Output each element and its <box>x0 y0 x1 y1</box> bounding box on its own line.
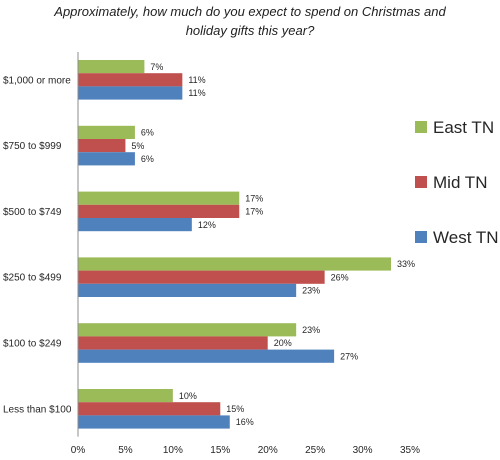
data-label: 5% <box>131 141 144 151</box>
legend-swatch-mid-tn <box>415 176 427 188</box>
bar-mid-tn-4 <box>78 336 268 350</box>
labels-layer: 7% 11% 11% $1,000 or more 6% 5% 6% $750 to $999… <box>3 62 415 427</box>
chart-title: Approximately, how much do you expect to… <box>0 2 500 40</box>
data-label: 27% <box>340 351 358 361</box>
bar-mid-tn-3 <box>78 270 325 284</box>
data-label: 20% <box>274 338 292 348</box>
bars-layer <box>78 60 392 429</box>
data-label: 15% <box>226 404 244 414</box>
bar-west-tn-3 <box>78 283 297 297</box>
bar-west-tn-4 <box>78 349 335 363</box>
bar-mid-tn-1 <box>78 139 126 153</box>
data-label: 11% <box>188 88 205 98</box>
x-tick-label: 20% <box>258 445 278 456</box>
bar-west-tn-0 <box>78 86 183 100</box>
data-label: 26% <box>331 272 349 282</box>
bar-mid-tn-0 <box>78 73 183 87</box>
chart-title-line-2: holiday gifts this year? <box>185 23 315 38</box>
bar-west-tn-2 <box>78 218 192 232</box>
data-label: 16% <box>236 417 254 427</box>
data-label: 10% <box>179 391 197 401</box>
bar-east-tn-0 <box>78 60 145 74</box>
x-tick-label: 35% <box>400 445 420 456</box>
x-tick-label: 10% <box>163 445 183 456</box>
data-label: 6% <box>141 128 154 138</box>
legend-swatch-west-tn <box>415 231 427 243</box>
legend-label: East TN <box>433 118 494 137</box>
bar-east-tn-1 <box>78 125 135 139</box>
data-label: 11% <box>188 75 205 85</box>
x-axis: 0% 5% 10% 15% 20% 25% 30% 35% <box>71 52 420 456</box>
bar-west-tn-5 <box>78 415 230 429</box>
category-label: $100 to $249 <box>3 339 62 350</box>
category-label: $1,000 or more <box>3 75 71 86</box>
data-label: 23% <box>302 286 320 296</box>
data-label: 33% <box>397 259 415 269</box>
chart-title-line-1: Approximately, how much do you expect to… <box>54 4 446 19</box>
category-label: Less than $100 <box>3 404 72 415</box>
data-label: 7% <box>150 62 163 72</box>
x-tick-label: 0% <box>71 445 86 456</box>
legend-label: West TN <box>433 228 499 247</box>
bar-east-tn-5 <box>78 389 173 403</box>
bar-west-tn-1 <box>78 152 135 166</box>
legend-label: Mid TN <box>433 173 487 192</box>
data-label: 23% <box>302 325 320 335</box>
data-label: 6% <box>141 154 154 164</box>
legend-swatch-east-tn <box>415 121 427 133</box>
bar-east-tn-4 <box>78 323 297 337</box>
legend: East TN Mid TN West TN <box>415 118 499 247</box>
data-label: 17% <box>245 207 263 217</box>
bar-mid-tn-2 <box>78 204 240 218</box>
x-tick-label: 5% <box>118 445 133 456</box>
data-label: 12% <box>198 220 216 230</box>
bar-east-tn-3 <box>78 257 392 271</box>
x-tick-label: 30% <box>353 445 373 456</box>
category-label: $750 to $999 <box>3 141 62 152</box>
category-label: $250 to $499 <box>3 273 62 284</box>
data-label: 17% <box>245 193 263 203</box>
x-tick-label: 25% <box>305 445 325 456</box>
x-tick-label: 15% <box>210 445 230 456</box>
bar-mid-tn-5 <box>78 402 221 416</box>
bar-east-tn-2 <box>78 191 240 205</box>
category-label: $500 to $749 <box>3 207 62 218</box>
